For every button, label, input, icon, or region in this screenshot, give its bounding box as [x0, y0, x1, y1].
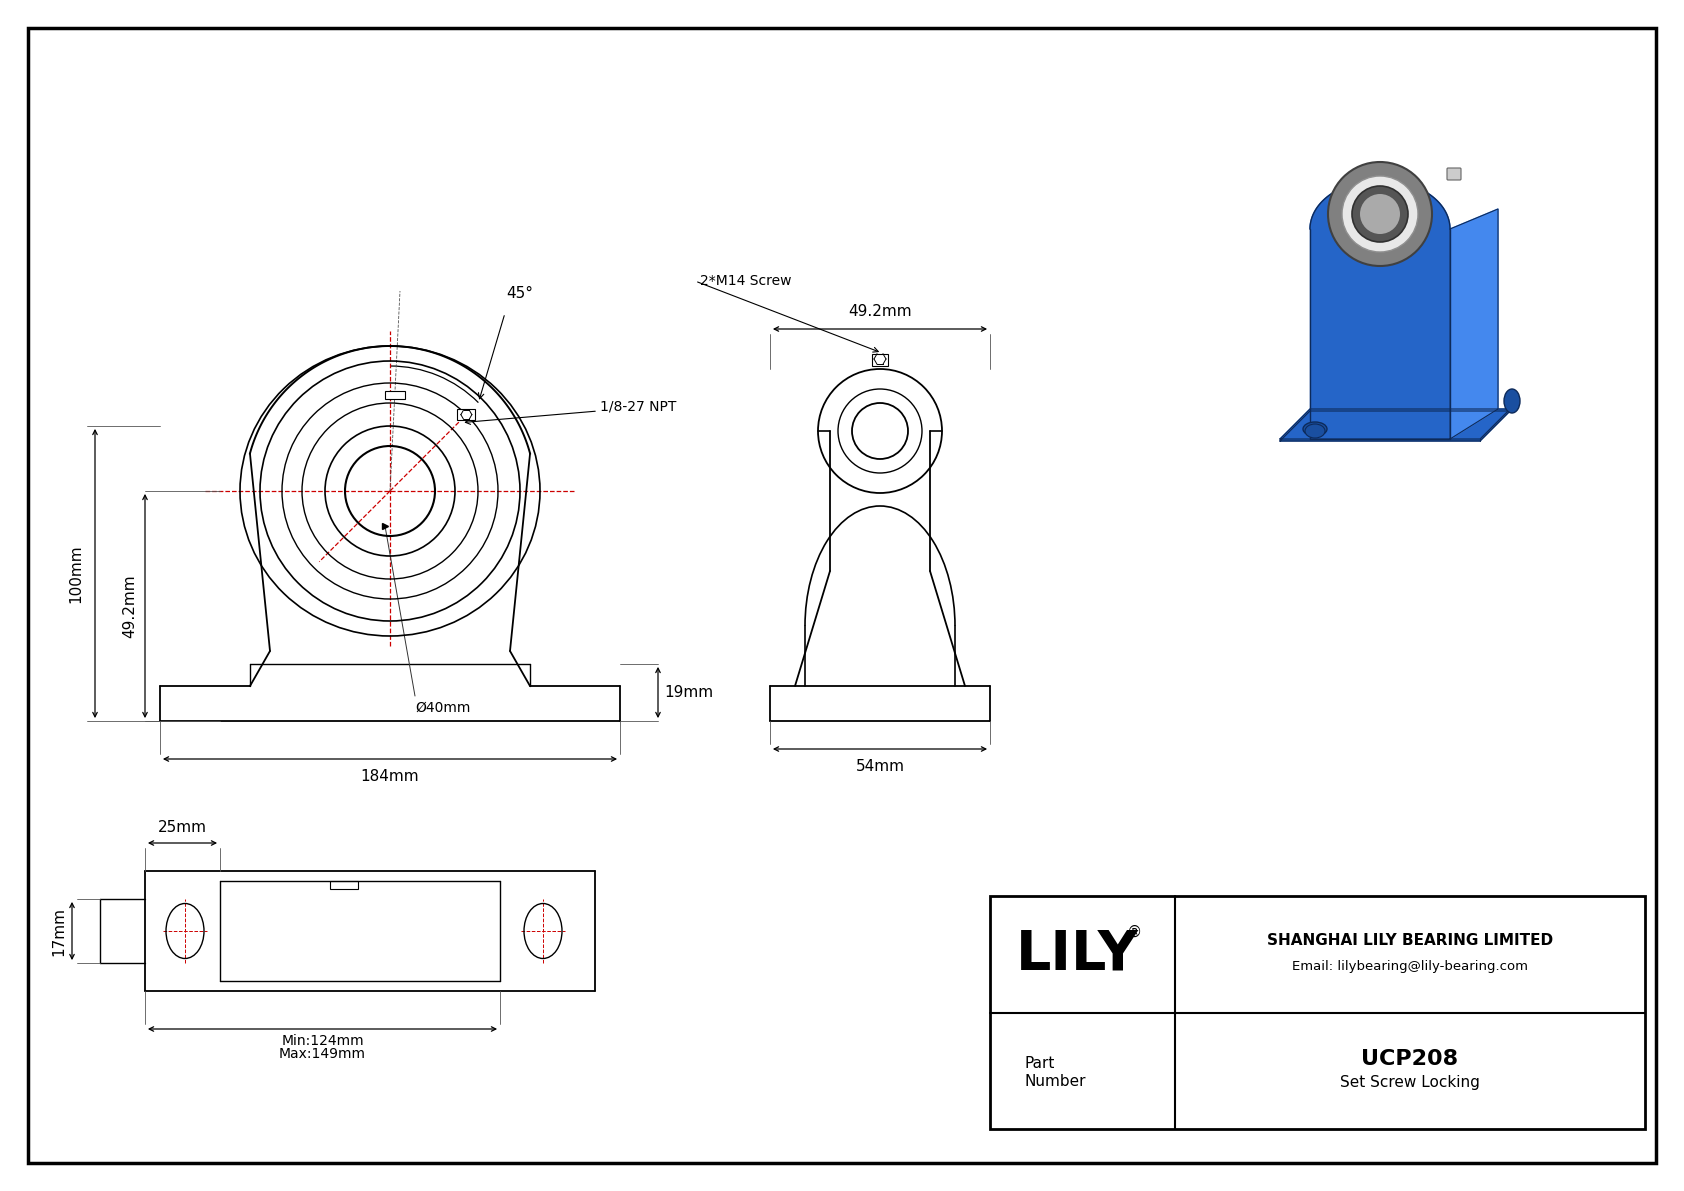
Text: 25mm: 25mm — [158, 819, 207, 835]
Text: 1/8-27 NPT: 1/8-27 NPT — [600, 399, 677, 413]
Text: Max:149mm: Max:149mm — [280, 1047, 365, 1061]
Text: Part: Part — [1026, 1055, 1056, 1071]
Polygon shape — [1310, 180, 1450, 229]
Polygon shape — [1280, 409, 1511, 439]
Text: Set Screw Locking: Set Screw Locking — [1340, 1075, 1480, 1091]
Text: Number: Number — [1026, 1073, 1086, 1089]
Text: Email: lilybearing@lily-bearing.com: Email: lilybearing@lily-bearing.com — [1292, 960, 1527, 973]
Text: 49.2mm: 49.2mm — [849, 304, 911, 319]
Text: 45°: 45° — [507, 286, 534, 301]
Text: 54mm: 54mm — [855, 759, 904, 774]
Text: 2*M14 Screw: 2*M14 Screw — [701, 274, 791, 288]
Text: ®: ® — [1127, 925, 1142, 940]
FancyBboxPatch shape — [458, 409, 475, 419]
Ellipse shape — [1305, 424, 1325, 438]
Text: 184mm: 184mm — [360, 769, 419, 784]
Ellipse shape — [1504, 389, 1521, 413]
Circle shape — [1329, 162, 1431, 266]
Polygon shape — [1280, 411, 1511, 441]
Text: 49.2mm: 49.2mm — [121, 574, 136, 638]
FancyBboxPatch shape — [872, 354, 887, 366]
Text: 100mm: 100mm — [67, 544, 83, 603]
Text: Ø40mm: Ø40mm — [414, 701, 470, 715]
Ellipse shape — [1303, 422, 1327, 436]
Circle shape — [1352, 186, 1408, 242]
Polygon shape — [1450, 208, 1499, 439]
Circle shape — [1361, 194, 1399, 233]
Polygon shape — [1354, 182, 1406, 222]
Text: LILY: LILY — [1015, 928, 1138, 981]
Bar — [990, 896, 1645, 1129]
Text: 17mm: 17mm — [51, 906, 66, 955]
Text: SHANGHAI LILY BEARING LIMITED: SHANGHAI LILY BEARING LIMITED — [1266, 933, 1553, 948]
FancyBboxPatch shape — [1447, 168, 1462, 180]
Text: Min:124mm: Min:124mm — [281, 1034, 364, 1048]
Bar — [386, 391, 404, 399]
Text: 19mm: 19mm — [663, 685, 712, 700]
Bar — [330, 881, 359, 888]
Polygon shape — [1310, 229, 1450, 439]
Text: UCP208: UCP208 — [1361, 1049, 1458, 1070]
Circle shape — [1342, 176, 1418, 252]
